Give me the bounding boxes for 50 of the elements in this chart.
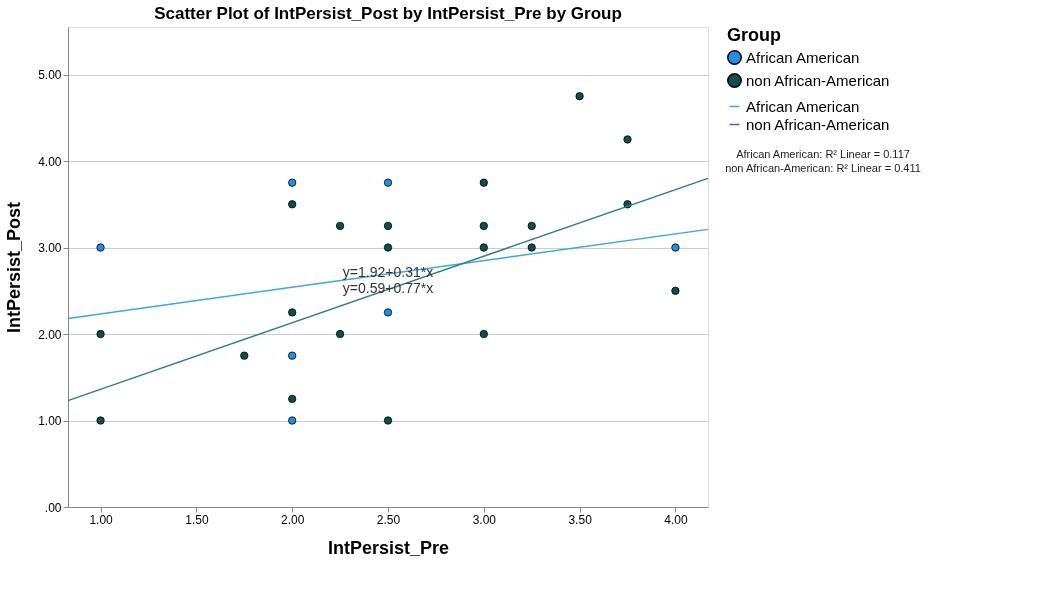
x-tick-label: 2.00: [281, 512, 305, 527]
x-tick-label: 1.50: [185, 512, 209, 527]
y-tick-label: 2.00: [38, 327, 62, 342]
point: [383, 221, 393, 231]
y-axis-title: IntPersist_Post: [4, 201, 25, 334]
y-tick-label: 3.00: [38, 241, 62, 256]
x-tick-label: 2.50: [376, 512, 401, 527]
y-tick-label: 4.00: [38, 154, 62, 169]
legend-label: non African-American: [746, 115, 890, 133]
point: [383, 416, 393, 425]
point: [383, 308, 393, 317]
legend-label: African American: [746, 48, 860, 66]
x-axis-title: IntPersist_Pre: [327, 537, 450, 558]
point: [575, 92, 584, 101]
point: [335, 221, 345, 231]
text: non African-American: R² Linear = 0.411: [725, 162, 921, 174]
x-tick-label: 4.00: [664, 512, 688, 527]
x-tick-label: 1.00: [89, 512, 114, 527]
point: [479, 243, 488, 252]
x-tick-label: 3.00: [472, 512, 497, 527]
point: [383, 243, 393, 252]
point: [96, 243, 105, 252]
point: [288, 351, 297, 360]
legend-title: Group: [727, 25, 781, 45]
point: [623, 135, 632, 144]
y-tick-label: 5.00: [38, 68, 62, 83]
point: [479, 178, 488, 187]
point: [288, 416, 297, 425]
point: [288, 200, 297, 209]
point: [288, 394, 297, 403]
point: [383, 178, 393, 187]
point: [240, 351, 249, 360]
point: [96, 329, 105, 339]
point: [96, 416, 105, 425]
point: [479, 329, 488, 339]
point: [527, 221, 536, 231]
y-tick-label: .00: [44, 500, 62, 515]
point: [335, 329, 345, 339]
legend-label: African American: [746, 97, 860, 115]
text: African American: R² Linear = 0.117: [736, 148, 910, 160]
legend-label: non African-American: [746, 71, 890, 89]
point: [671, 286, 680, 295]
point: [527, 243, 536, 252]
point: [479, 221, 488, 231]
x-tick-label: 3.50: [568, 512, 593, 527]
point: [671, 243, 680, 252]
chart-title: Scatter Plot of IntPersist_Post by IntPersist_Pre by Group: [154, 4, 622, 23]
y-tick-label: 1.00: [38, 414, 62, 429]
point: [288, 178, 297, 187]
point: [288, 308, 297, 317]
